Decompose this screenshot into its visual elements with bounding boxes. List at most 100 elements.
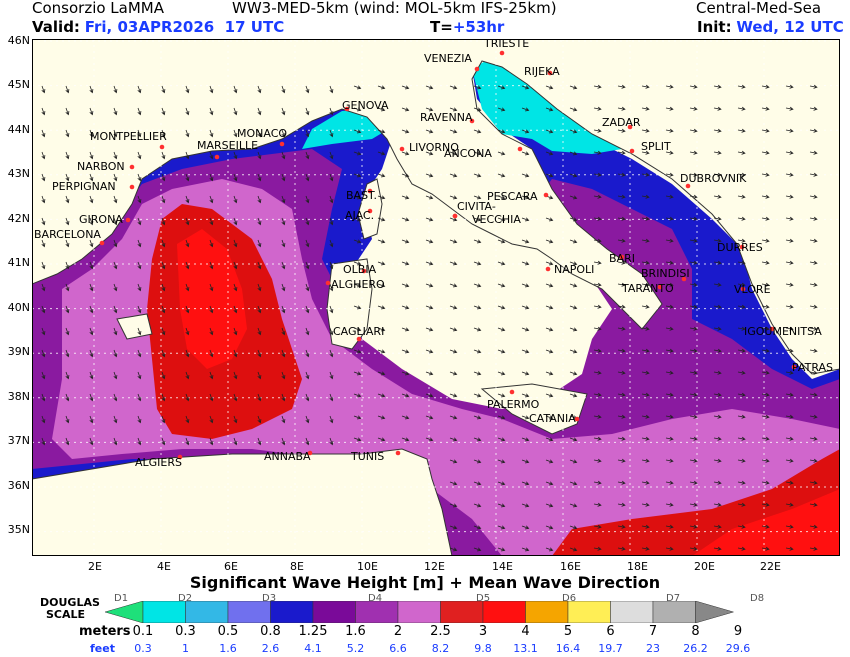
- city-label: AJAC.: [345, 209, 374, 222]
- lon-label: 14E: [492, 560, 513, 573]
- scale-label: SCALE: [46, 608, 85, 621]
- city-label: PERPIGNAN: [52, 180, 116, 193]
- city-label: DURRES: [717, 241, 763, 254]
- city-marker: [544, 193, 549, 198]
- city-label: GENOVA: [342, 99, 389, 112]
- city-marker: [326, 281, 331, 286]
- city-marker: [518, 147, 523, 152]
- city-marker: [475, 67, 480, 72]
- city-label: TRIESTE: [483, 39, 529, 50]
- valid-time: Valid: Fri, 03APR2026 17 UTC: [32, 18, 284, 36]
- city-label: ZADAR: [602, 116, 641, 129]
- meters-value: 0.3: [169, 624, 203, 639]
- city-marker: [280, 142, 285, 147]
- feet-value: 23: [636, 642, 670, 655]
- feet-value: 2.6: [254, 642, 288, 655]
- colorbar-segment: [271, 601, 314, 623]
- lon-label: 8E: [290, 560, 304, 573]
- city-label: RIJEKA: [524, 65, 560, 78]
- lat-label: 46N: [0, 34, 30, 47]
- meters-value: 1.6: [339, 624, 373, 639]
- meters-value: 5: [551, 624, 585, 639]
- lat-label: 35N: [0, 523, 30, 536]
- colorbar-segment: [143, 601, 186, 623]
- feet-value: 6.6: [381, 642, 415, 655]
- city-label: MONTPELLIER: [90, 130, 167, 143]
- colorbar-segment: [611, 601, 654, 623]
- model-title: WW3-MED-5km (wind: MOL-5km IFS-25km): [232, 0, 557, 17]
- meters-value: 2.5: [424, 624, 458, 639]
- city-label: TUNIS: [350, 450, 384, 463]
- city-label: ALGIERS: [135, 456, 182, 469]
- lon-label: 6E: [224, 560, 238, 573]
- feet-value: 19.7: [594, 642, 628, 655]
- meters-label: meters: [79, 624, 131, 639]
- city-label: BAST.: [346, 189, 377, 202]
- t-value: +53hr: [453, 18, 505, 36]
- colorbar-segment: [228, 601, 271, 623]
- colorbar-segment: [105, 601, 143, 623]
- wave-height-map: TRIESTE VENEZIA RIJEKA GENOVA RAVENNA ZADAR MO…: [32, 39, 840, 556]
- lat-label: 38N: [0, 390, 30, 403]
- feet-value: 1.6: [211, 642, 245, 655]
- lon-label: 22E: [760, 560, 781, 573]
- lat-label: 44N: [0, 123, 30, 136]
- feet-value: 4.1: [296, 642, 330, 655]
- colorbar-segment: [696, 601, 734, 623]
- feet-value: 0.3: [126, 642, 160, 655]
- city-label: PATRAS: [792, 361, 833, 374]
- colorbar-segment: [483, 601, 526, 623]
- lon-label: 4E: [157, 560, 171, 573]
- feet-label: feet: [90, 642, 115, 655]
- city-marker: [510, 390, 515, 395]
- meters-value: 3: [466, 624, 500, 639]
- city-label: PALERMO: [487, 398, 540, 411]
- lat-label: 41N: [0, 256, 30, 269]
- city-label: BARI: [609, 252, 635, 265]
- valid-value: Fri, 03APR2026 17 UTC: [85, 18, 284, 36]
- lon-label: 2E: [88, 560, 102, 573]
- city-marker: [130, 165, 135, 170]
- lat-label: 45N: [0, 78, 30, 91]
- meters-value: 0.8: [254, 624, 288, 639]
- colorbar-segment: [356, 601, 399, 623]
- city-label: BRINDISI: [641, 267, 690, 280]
- colorbar-segment: [441, 601, 484, 623]
- lon-label: 16E: [560, 560, 581, 573]
- feet-value: 9.8: [466, 642, 500, 655]
- city-label: DUBROVNIK: [680, 172, 747, 185]
- city-marker: [100, 241, 105, 246]
- colorbar-segment: [313, 601, 356, 623]
- city-marker: [453, 214, 458, 219]
- lat-label: 37N: [0, 434, 30, 447]
- feet-value: 16.4: [551, 642, 585, 655]
- feet-value: 29.6: [721, 642, 755, 655]
- city-marker: [126, 218, 131, 223]
- colorbar-segment: [398, 601, 441, 623]
- city-label: NAPOLI: [554, 263, 594, 276]
- city-label: VECCHIA: [472, 213, 521, 226]
- meters-value: 1.25: [296, 624, 330, 639]
- meters-value: 2: [381, 624, 415, 639]
- init-value: Wed, 12 UTC: [736, 18, 843, 36]
- city-label: TARANTO: [621, 282, 674, 295]
- meters-value: 7: [636, 624, 670, 639]
- city-label: CAGLIARI: [333, 325, 384, 338]
- lat-label: 40N: [0, 301, 30, 314]
- city-label: IGOUMENITSA: [744, 325, 822, 338]
- city-marker: [400, 147, 405, 152]
- city-label: GIRONA: [79, 213, 123, 226]
- city-label: CIVITA-: [457, 200, 496, 213]
- legend-title: Significant Wave Height [m] + Mean Wave …: [0, 573, 850, 592]
- city-label: ALGHERO: [331, 278, 385, 291]
- feet-value: 5.2: [339, 642, 373, 655]
- city-label: MARSEILLE: [197, 139, 258, 152]
- city-label: NARBON: [77, 160, 125, 173]
- city-marker: [546, 267, 551, 272]
- meters-value: 6: [594, 624, 628, 639]
- city-label: SPLIT: [641, 140, 671, 153]
- forecast-step: T=+53hr: [430, 18, 504, 36]
- org-name: Consorzio LaMMA: [32, 0, 164, 17]
- lon-label: 20E: [694, 560, 715, 573]
- city-marker: [500, 51, 505, 56]
